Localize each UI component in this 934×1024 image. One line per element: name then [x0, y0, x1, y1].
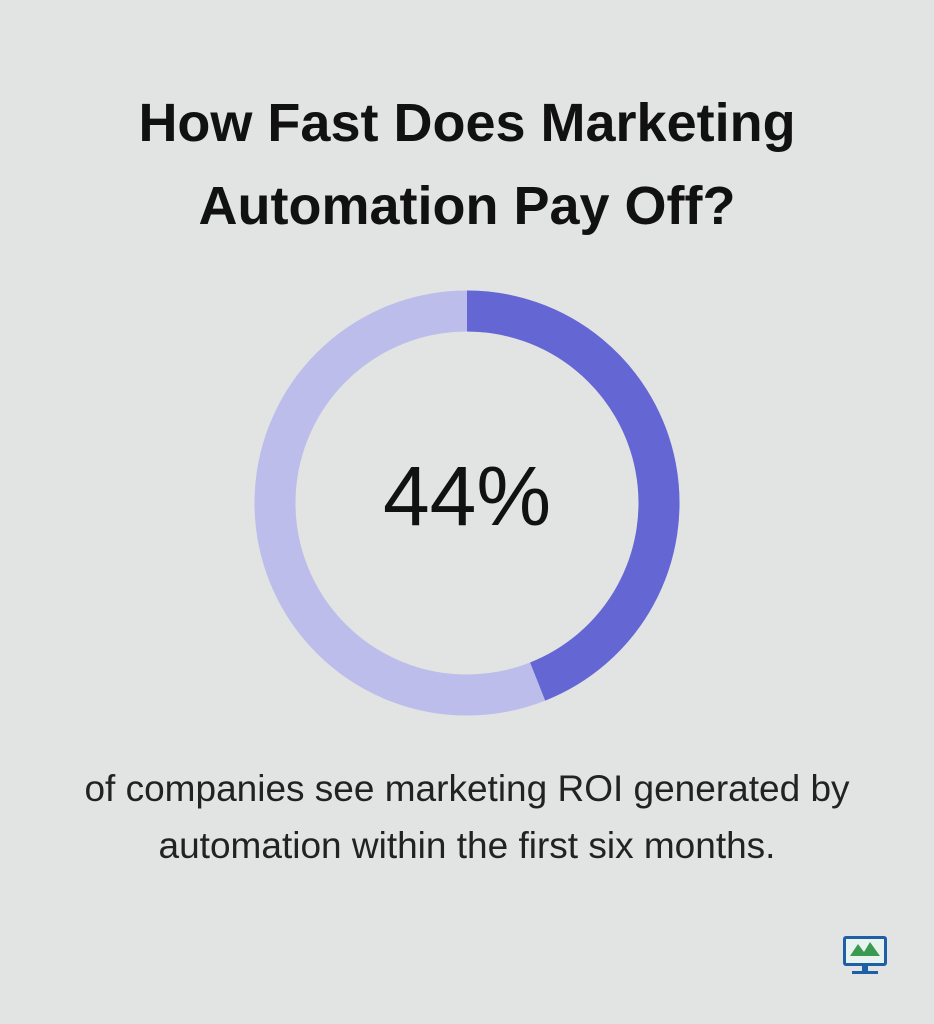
chart-title: How Fast Does Marketing Automation Pay O…: [138, 93, 796, 236]
logo: [843, 936, 887, 974]
center-value-label: 44%: [383, 449, 551, 543]
caption: of companies see marketing ROI generated…: [84, 768, 850, 866]
donut-segment: [466, 290, 680, 701]
